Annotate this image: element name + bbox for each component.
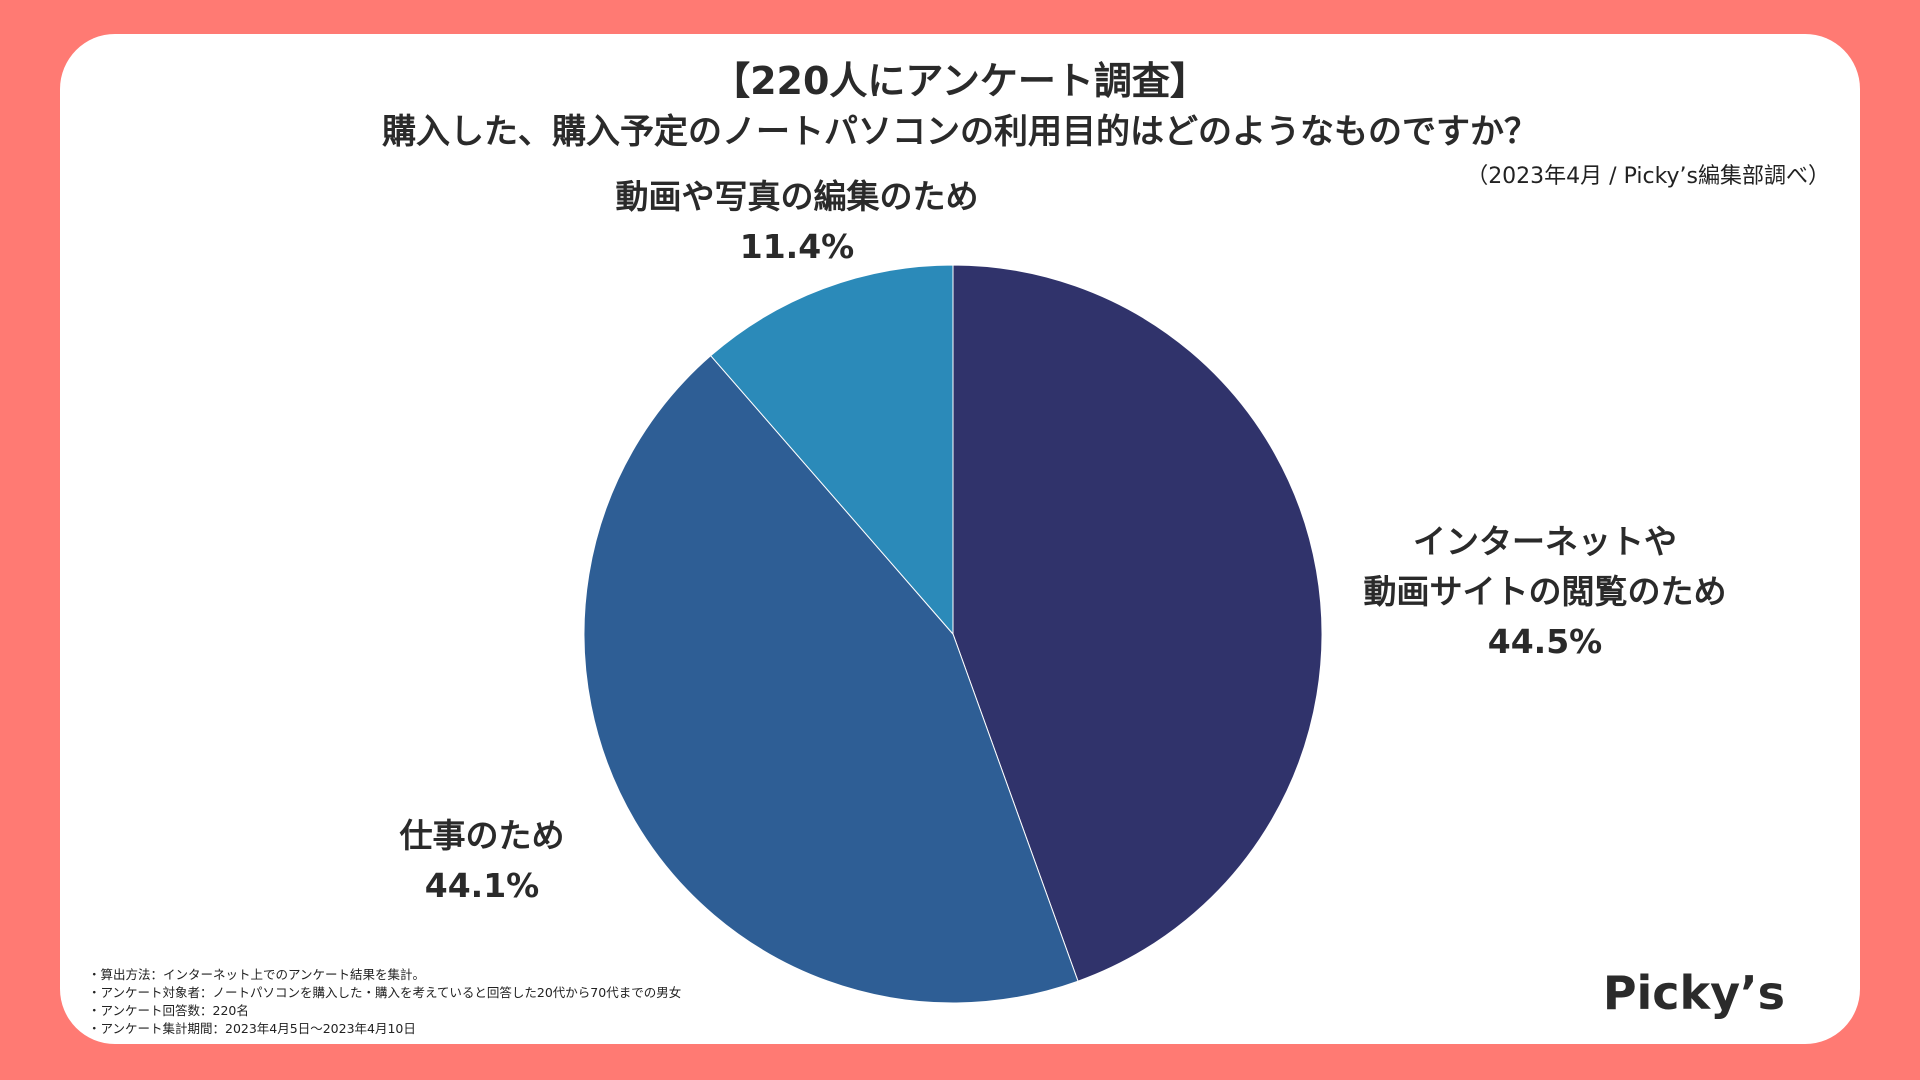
note-method: ・算出方法：インターネット上でのアンケート結果を集計。	[88, 967, 426, 982]
source-note: （2023年4月 / Picky’s編集部調べ）	[1466, 164, 1830, 189]
brand-logo: Picky’s	[1602, 966, 1785, 1020]
slice-1-category-label: 動画サイトの閲覧のため	[1364, 572, 1727, 611]
slice-3-category-label: 動画や写真の編集のため	[616, 177, 979, 216]
note-period: ・アンケート集計期間：2023年4月5日〜2023年4月10日	[88, 1021, 416, 1036]
survey-notes: ・算出方法：インターネット上でのアンケート結果を集計。 ・アンケート対象者：ノー…	[88, 966, 681, 1038]
note-target: ・アンケート対象者：ノートパソコンを購入した・購入を考えていると回答した20代か…	[88, 985, 682, 1000]
slice-1-category-label: インターネットや	[1413, 522, 1677, 561]
slice-3-value-label: 11.4%	[740, 227, 855, 266]
note-count: ・アンケート回答数：220名	[88, 1003, 249, 1018]
slice-2-value-label: 44.1%	[425, 866, 540, 905]
chart-title-line1: 【220人にアンケート調査】	[712, 59, 1208, 103]
slice-1-value-label: 44.5%	[1488, 622, 1603, 661]
pie-slice-2	[583, 354, 1079, 1004]
slice-2-category-label: 仕事のため	[400, 816, 565, 855]
chart-title-line2: 購入した、購入予定のノートパソコンの利用目的はどのようなものですか？	[382, 112, 1538, 152]
pie-slice-3	[710, 264, 954, 636]
pie-slice-1	[952, 264, 1323, 982]
